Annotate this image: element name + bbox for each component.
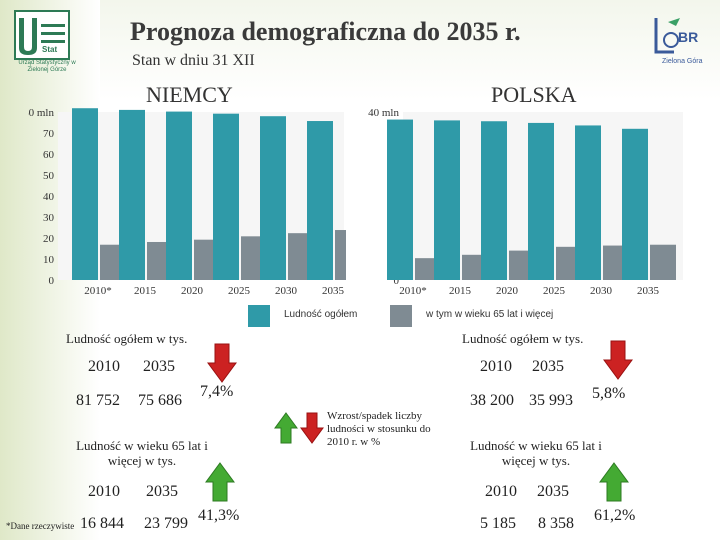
germany-ytick: 0 <box>49 275 55 287</box>
poland-elderly-up-arrow-icon <box>599 462 629 502</box>
germany-bar-total <box>307 121 333 280</box>
germany-elderly-b: 23 799 <box>144 515 188 532</box>
germany-ytick: 30 <box>43 212 55 224</box>
poland-bar-total <box>622 128 648 280</box>
germany-xtick: 2035 <box>322 285 345 297</box>
poland-bar-total <box>481 121 507 281</box>
germany-total-heading: Ludność ogółem w tys. <box>66 331 188 346</box>
poland-ytick: 40 mln <box>368 107 399 119</box>
germany-total-change: 7,4% <box>200 383 234 400</box>
middle-note: Wzrost/spadek liczby ludności w stosunku… <box>327 410 431 448</box>
poland-elderly-change: 61,2% <box>594 507 636 524</box>
germany-title: NIEMCY <box>146 82 233 107</box>
poland-year-a: 2010 <box>480 358 512 375</box>
germany-elderly-year-a: 2010 <box>88 483 120 500</box>
germany-ytick: 20 <box>43 233 55 245</box>
germany-year-a: 2010 <box>88 358 120 375</box>
poland-total-heading: Ludność ogółem w tys. <box>462 331 584 346</box>
germany-bar-total <box>166 111 192 280</box>
poland-xtick: 2030 <box>590 285 613 297</box>
logo-ustat: Stat <box>14 10 70 60</box>
germany-total-b: 75 686 <box>138 392 182 409</box>
legend: Ludność ogółem w tym w wieku 65 lat i wi… <box>248 300 578 330</box>
poland-xtick: 2035 <box>637 285 660 297</box>
poland-chart: 0510152025303540 mln2010*201520202025203… <box>368 107 683 297</box>
germany-xtick: 2010* <box>84 285 112 297</box>
poland-total-change: 5,8% <box>592 385 626 402</box>
germany-ytick: 60 <box>43 149 55 161</box>
germany-total-down-arrow-icon <box>207 343 237 383</box>
logo-obr: BR <box>650 12 710 64</box>
background-header <box>100 0 720 100</box>
poland-bar-total <box>528 122 554 280</box>
germany-ytick: 40 <box>43 191 55 203</box>
middle-up-arrow-icon <box>274 412 298 444</box>
germany-elderly-up-arrow-icon <box>205 462 235 502</box>
germany-ytick: 50 <box>43 170 55 182</box>
logo-right-caption: Zielona Góra <box>662 58 703 65</box>
poland-total-a: 38 200 <box>470 392 514 409</box>
germany-bar-total <box>119 109 145 281</box>
germany-elderly-year-b: 2035 <box>146 483 178 500</box>
germany-bar-elderly <box>335 230 346 280</box>
logo-ustat-icon: Stat <box>14 10 70 60</box>
svg-text:BR: BR <box>678 29 698 45</box>
germany-bar-total <box>72 108 98 280</box>
germany-elderly-heading: Ludność w wieku 65 lat i więcej w tys. <box>76 438 208 468</box>
poland-bar-total <box>575 125 601 280</box>
germany-xtick: 2025 <box>228 285 251 297</box>
germany-elderly-a: 16 844 <box>80 515 124 532</box>
poland-year-b: 2035 <box>532 358 564 375</box>
germany-bar-total <box>213 113 239 281</box>
poland-bar-total <box>387 119 413 280</box>
poland-total-b: 35 993 <box>529 392 573 409</box>
poland-elderly-year-b: 2035 <box>537 483 569 500</box>
poland-elderly-b: 8 358 <box>538 515 574 532</box>
logo-left-caption: Urząd Statystyczny w Zielonej Górze <box>18 60 76 73</box>
germany-bar-total <box>260 116 286 280</box>
germany-ytick: 10 <box>43 254 55 266</box>
poland-elderly-year-a: 2010 <box>485 483 517 500</box>
svg-text:Stat: Stat <box>42 45 57 54</box>
germany-xtick: 2020 <box>181 285 204 297</box>
germany-xtick: 2015 <box>134 285 157 297</box>
legend-elderly-label: w tym w wieku 65 lat i więcej <box>426 309 554 320</box>
poland-xtick: 2010* <box>399 285 427 297</box>
logo-obr-icon: BR <box>654 18 698 54</box>
page-subtitle: Stan w dniu 31 XII <box>132 52 255 69</box>
legend-total-label: Ludność ogółem <box>284 309 358 320</box>
poland-title: POLSKA <box>491 82 577 107</box>
legend-total-swatch <box>248 305 270 327</box>
poland-elderly-heading: Ludność w wieku 65 lat i więcej w tys. <box>470 438 602 468</box>
poland-bar-elderly <box>650 244 676 280</box>
germany-xtick: 2030 <box>275 285 298 297</box>
poland-xtick: 2020 <box>496 285 519 297</box>
poland-xtick: 2015 <box>449 285 472 297</box>
middle-down-arrow-icon <box>300 412 324 444</box>
germany-ytick: 70 <box>43 128 55 140</box>
germany-year-b: 2035 <box>143 358 175 375</box>
germany-chart: 01020304050607080 mln2010*20152020202520… <box>28 107 346 297</box>
germany-ytick: 80 mln <box>28 107 54 119</box>
germany-elderly-change: 41,3% <box>198 507 240 524</box>
poland-total-down-arrow-icon <box>603 340 633 380</box>
germany-total-a: 81 752 <box>76 392 120 409</box>
poland-xtick: 2025 <box>543 285 566 297</box>
poland-ytick: 0 <box>394 275 400 287</box>
legend-elderly-swatch <box>390 305 412 327</box>
poland-elderly-a: 5 185 <box>480 515 516 532</box>
page-title: Prognoza demograficzna do 2035 r. <box>130 17 521 46</box>
footnote: *Dane rzeczywiste <box>6 521 75 531</box>
poland-bar-total <box>434 120 460 281</box>
